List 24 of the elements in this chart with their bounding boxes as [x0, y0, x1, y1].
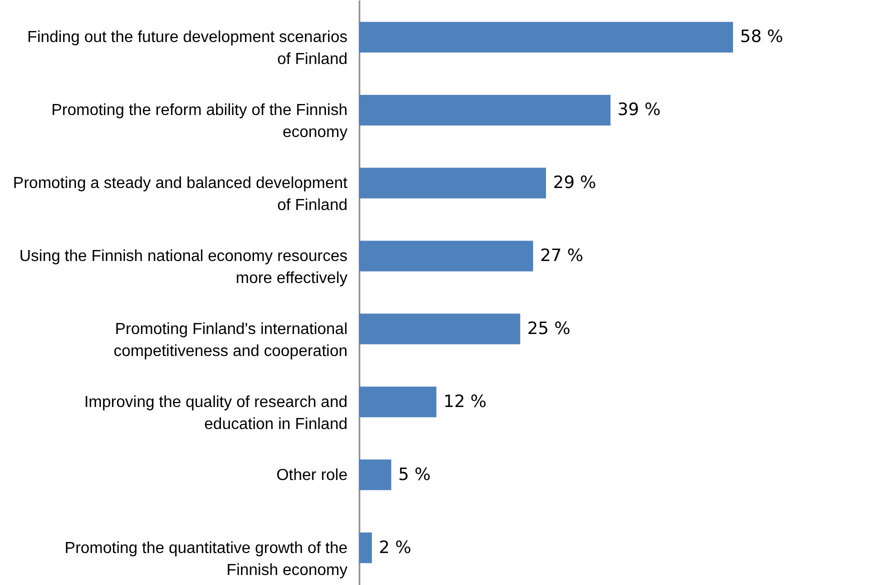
data-label: 2 % [378, 538, 412, 558]
bar [359, 168, 546, 198]
bar [359, 532, 372, 564]
bar [359, 22, 733, 53]
bar [359, 314, 520, 344]
y-tick-label: Other role [276, 466, 348, 484]
bar [359, 240, 534, 272]
bar [359, 94, 610, 126]
bar [359, 386, 436, 418]
data-label: 27 % [540, 246, 584, 266]
data-label: 12 % [443, 392, 487, 412]
data-label: 39 % [617, 100, 661, 120]
data-label: 58 % [740, 27, 784, 48]
data-label: 25 % [527, 318, 570, 339]
y-tick-label: Promoting Finland's international competitiveness and cooperation [114, 320, 348, 360]
y-tick-label: Promoting the reform ability of the Finnish economy [51, 102, 348, 142]
y-tick-label: Using the Finnish national economy resources more effectively [19, 248, 348, 288]
data-label: 29 % [553, 173, 596, 194]
y-tick-label: Improving the quality of research and education in Finland [84, 394, 348, 433]
y-tick-label: Promoting a steady and balanced development of Finland [13, 175, 348, 214]
y-tick-label: Finding out the future development scenarios of Finland [27, 29, 348, 68]
data-label: 5 % [398, 464, 431, 485]
y-tick-label: Promoting the quantitative growth of the Finnish economy [64, 540, 348, 579]
bar [359, 460, 392, 490]
